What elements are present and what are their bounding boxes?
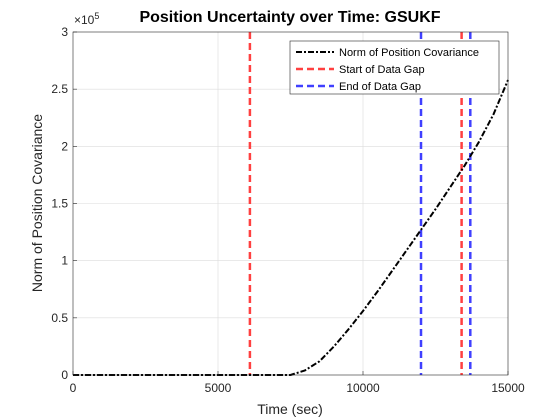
x-tick-label: 10000 xyxy=(346,381,380,395)
x-tick-label: 15000 xyxy=(491,381,525,395)
ticks: 0 5000 10000 15000 0 0.5 1 1.5 2 2.5 3 xyxy=(51,25,525,395)
y-tick-label: 0 xyxy=(61,368,68,382)
x-tick-label: 0 xyxy=(70,381,77,395)
y-exponent-power: 5 xyxy=(94,11,99,21)
x-axis-label: Time (sec) xyxy=(257,401,323,417)
legend-entry-gap-end: End of Data Gap xyxy=(339,81,421,93)
legend-entry-covariance: Norm of Position Covariance xyxy=(339,47,479,59)
y-axis-label: Norm of Position Covariance xyxy=(29,114,45,292)
y-tick-label: 0.5 xyxy=(51,311,68,325)
chart-title: Position Uncertainty over Time: GSUKF xyxy=(139,9,440,26)
legend: Norm of Position Covariance Start of Dat… xyxy=(289,40,500,95)
y-tick-label: 2 xyxy=(61,139,68,153)
y-tick-label: 1.5 xyxy=(51,197,68,211)
y-tick-label: 3 xyxy=(61,25,68,39)
x-tick-label: 5000 xyxy=(205,381,232,395)
y-tick-label: 1 xyxy=(61,254,68,268)
y-exponent-label: ×105 xyxy=(74,11,99,27)
y-tick-label: 2.5 xyxy=(51,82,68,96)
y-exponent-base: ×10 xyxy=(74,13,95,27)
legend-entry-gap-start: Start of Data Gap xyxy=(339,64,425,76)
